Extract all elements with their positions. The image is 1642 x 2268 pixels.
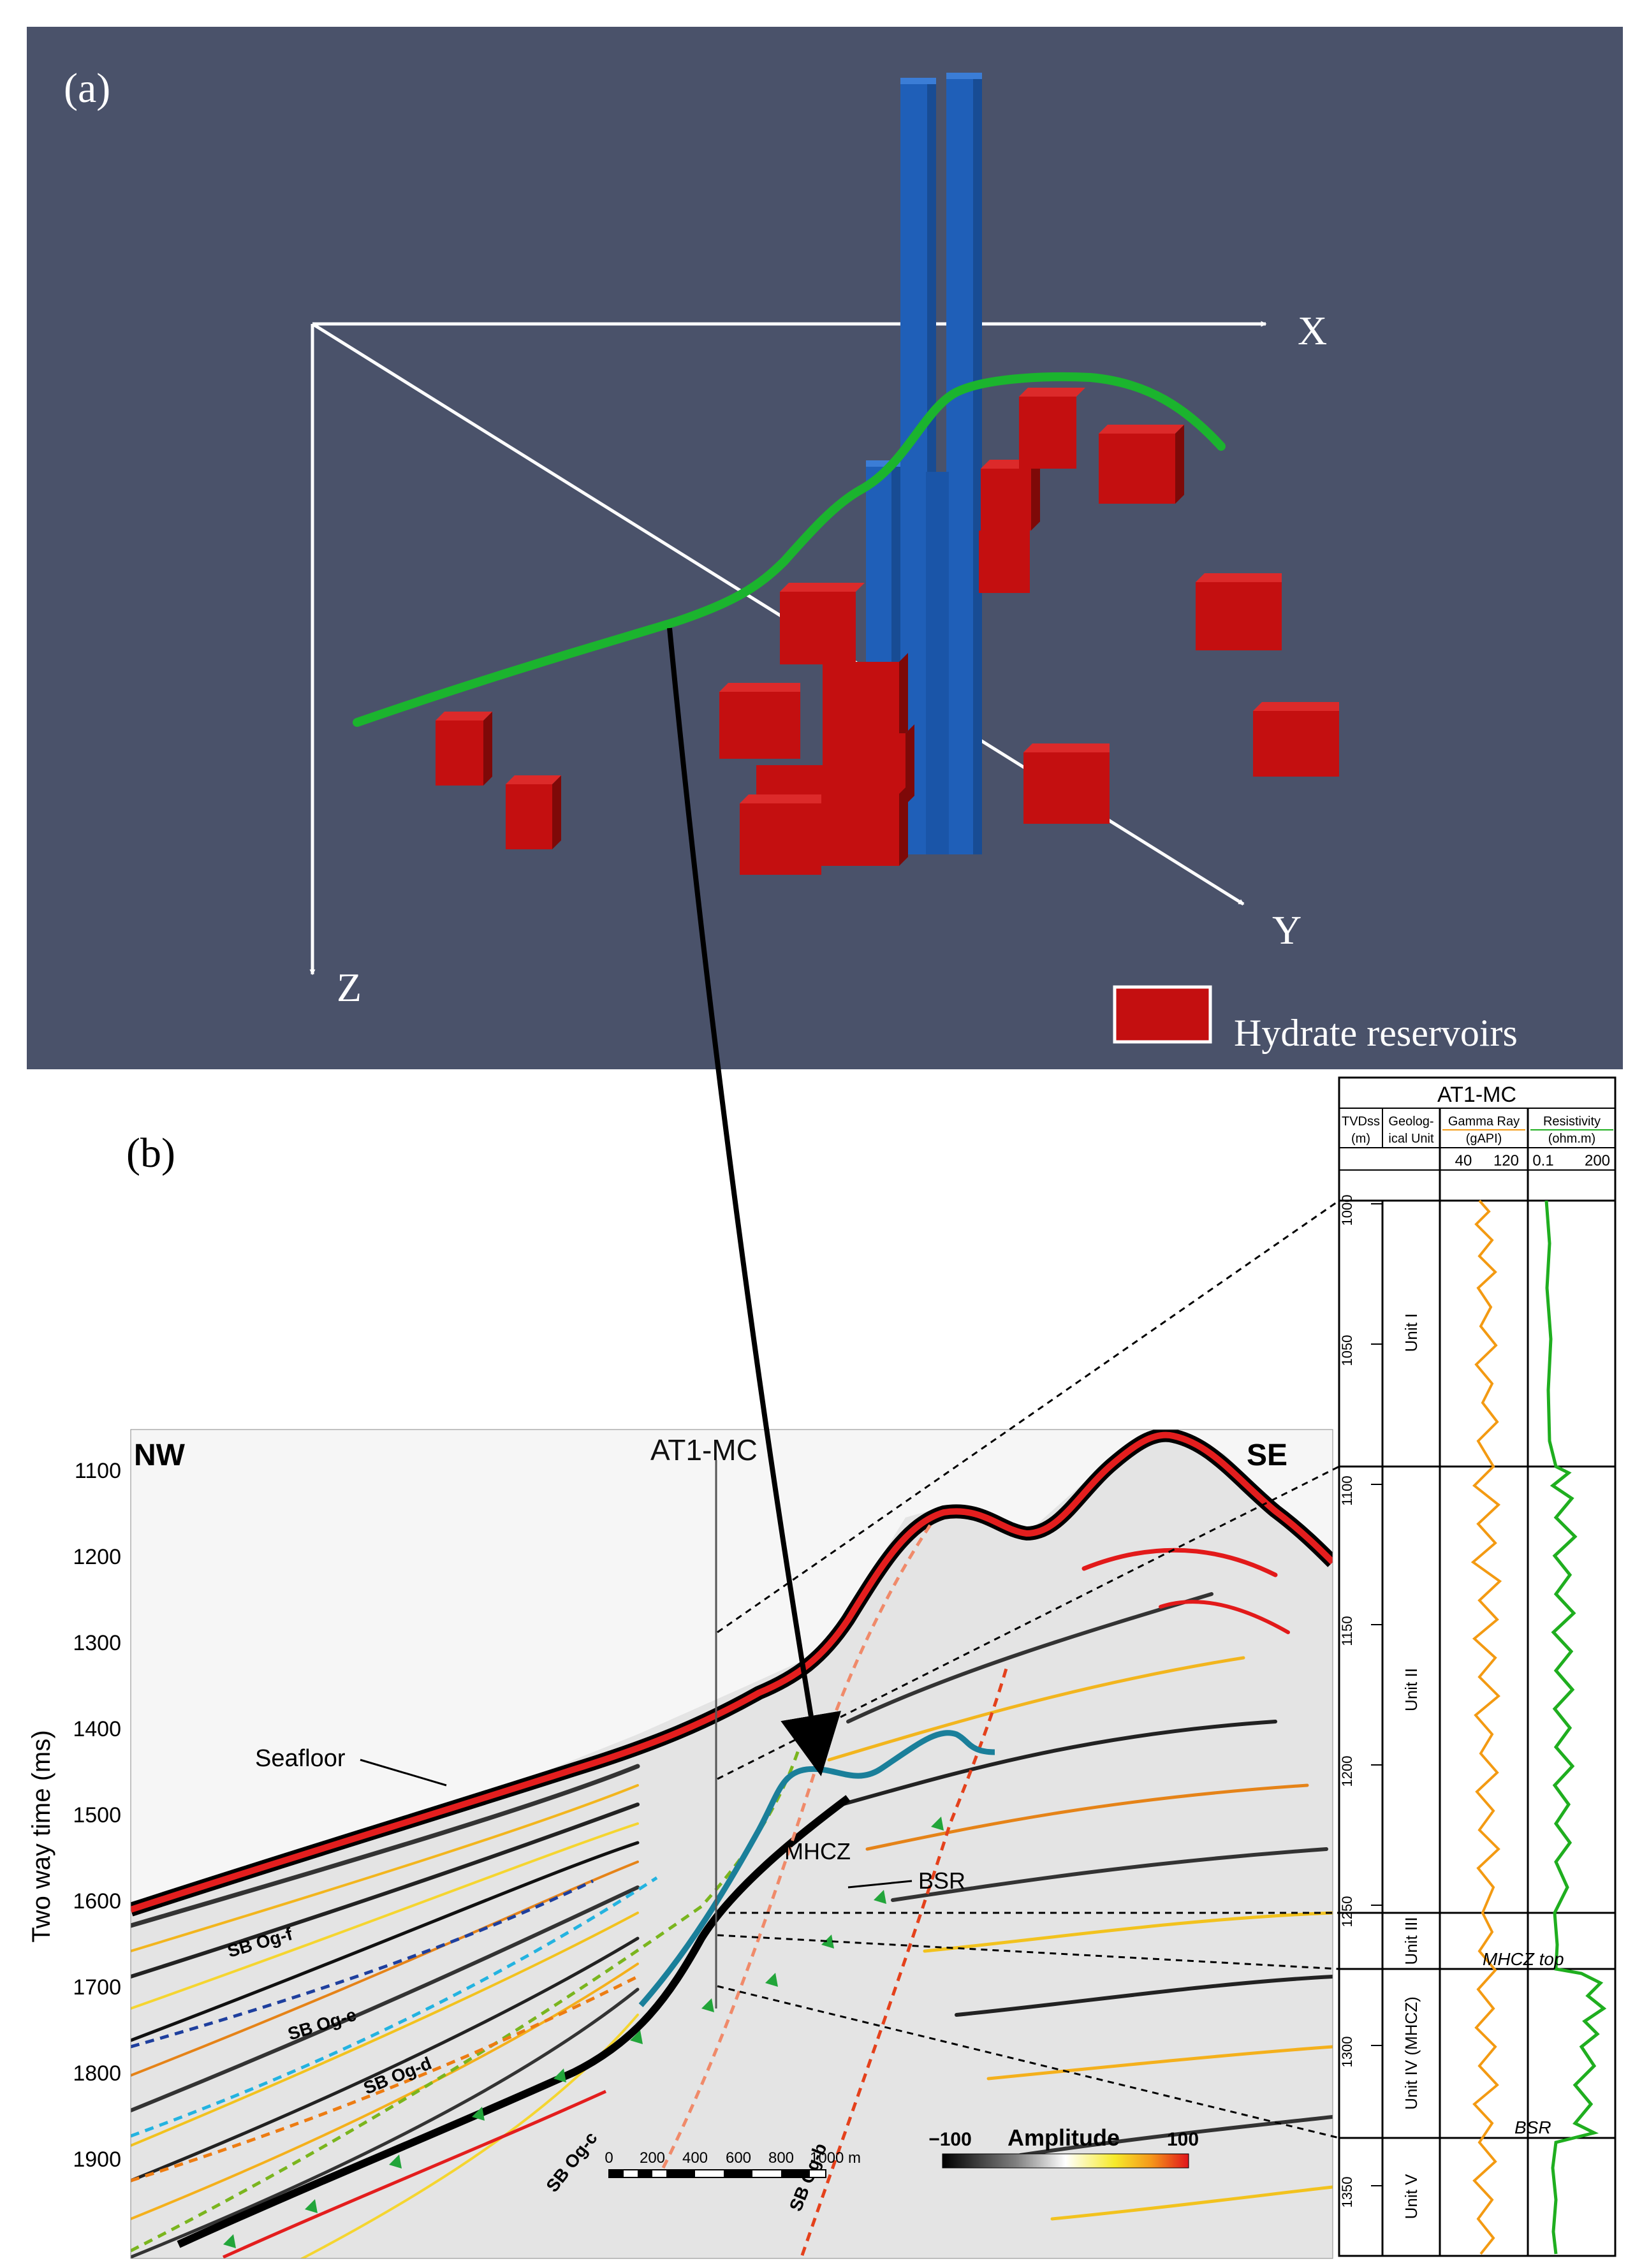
col-res-2: (ohm.m) [1548,1132,1595,1146]
axis-x-label: X [1298,308,1327,353]
gamma-max: 120 [1493,1152,1519,1169]
panel-b: (b) [27,1130,1333,2259]
panel-a: (a) X Y Z [27,27,1623,1069]
gamma-ray-curve [1470,1199,1502,2255]
amplitude-colorbar: Amplitude −100 100 [928,2125,1199,2169]
axis-z-label: Z [337,965,362,1010]
y-axis: 1100 1200 1300 1400 1500 1600 1700 1800 … [27,1459,121,2172]
depth-tick: 1000 [1339,1195,1355,1226]
y-tick: 1500 [73,1803,121,1827]
seismic-frame [130,1429,1333,2259]
y-tick: 1100 [75,1459,121,1483]
direction-se: SE [1247,1438,1287,1472]
y-tick: 1700 [73,1975,121,2000]
panel-b-label: (b) [126,1130,175,1176]
col-res-1: Resistivity [1543,1115,1601,1129]
col-unit-1: Geolog- [1388,1115,1433,1129]
res-min: 0.1 [1532,1152,1553,1169]
unit-label: Unit V [1402,2174,1421,2219]
mhcz-label: MHCZ [784,1838,851,1864]
link-arrow [667,627,841,1776]
col-gamma-1: Gamma Ray [1448,1115,1520,1129]
marker-bsr: BSR [1514,2118,1551,2137]
seafloor-label: Seafloor [255,1745,346,1772]
scale-tick: 800 [768,2149,794,2167]
amplitude-title: Amplitude [1008,2125,1120,2151]
y-tick: 1800 [73,2061,121,2086]
depth-tick: 1050 [1339,1335,1355,1366]
scale-tick: 400 [682,2149,708,2167]
scale-bar: 0 200 400 600 800 1000 m [605,2149,861,2178]
depth-ticks: 1000 1050 1100 1150 1200 1250 1300 1350 [1339,1195,1355,2208]
resistivity-curve [1544,1200,1607,2255]
res-max: 200 [1585,1152,1610,1169]
depth-tick: 1200 [1339,1756,1355,1787]
scale-tick: 600 [726,2149,751,2167]
legend-swatch [1113,985,1212,1044]
marker-mhcz-top: MHCZ top [1483,1949,1564,1969]
depth-tick: 1150 [1339,1616,1355,1646]
depth-tick: 1250 [1339,1896,1355,1928]
y-axis-label: Two way time (ms) [27,1730,55,1942]
scale-tick: 200 [640,2149,665,2167]
col-gamma-2: (gAPI) [1466,1132,1502,1146]
seismic-section [131,1430,1333,2258]
bsr-label: BSR [918,1868,965,1894]
green-trajectory-line [353,372,1226,727]
legend-label: Hydrate reservoirs [1234,1012,1518,1054]
amplitude-min: −100 [928,2129,972,2150]
y-tick: 1200 [73,1545,121,1569]
panel-a-background [27,27,1623,1069]
bsr-markers [223,1817,944,2248]
col-tvdss-2: (m) [1351,1132,1370,1146]
amplitude-max: 100 [1167,2129,1199,2150]
y-tick: 1600 [73,1889,121,1913]
unit-label: Unit I [1402,1313,1421,1352]
reservoir-cubes [436,388,1339,875]
unit-label: Unit IV (MHCZ) [1402,1996,1421,2110]
depth-tick: 1350 [1339,2177,1355,2208]
y-tick: 1300 [73,1631,121,1655]
col-tvdss-1: TVDss [1342,1115,1380,1129]
col-unit-2: ical Unit [1388,1132,1434,1146]
unit-label: Unit III [1402,1917,1421,1964]
direction-nw: NW [134,1438,186,1472]
scale-tick: 0 [605,2149,613,2167]
unit-label: Unit II [1402,1668,1421,1711]
y-tick: 1400 [73,1717,121,1741]
depth-tick: 1100 [1339,1475,1355,1505]
well-log-title: AT1-MC [1437,1083,1516,1107]
gamma-min: 40 [1455,1152,1472,1169]
depth-tick: 1300 [1339,2037,1355,2068]
y-tick: 1900 [73,2147,121,2172]
well-log: AT1-MC TVDss (m) Geolog- ical Unit Gamma… [1338,1076,1616,2257]
legend: Hydrate reservoirs [1113,985,1518,1054]
scale-tick: 1000 m [810,2149,861,2167]
panel-a-label: (a) [64,65,110,112]
axis-y-label: Y [1272,907,1301,953]
well-label: AT1-MC [650,1433,758,1467]
